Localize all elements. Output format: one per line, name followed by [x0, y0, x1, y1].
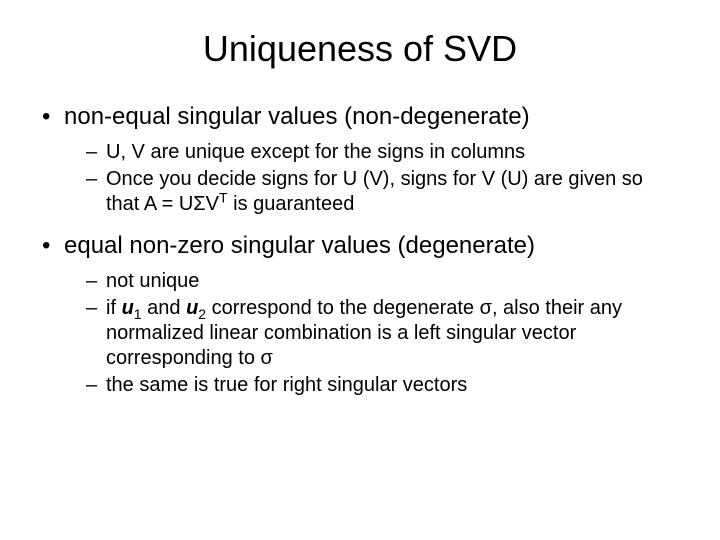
sub-bullet-unique: U, V are unique except for the signs in … — [42, 140, 678, 165]
sub-group-equal: not unique if u1 and u2 correspond to th… — [42, 269, 678, 398]
text-if: if — [106, 297, 122, 319]
superscript-t: T — [219, 189, 228, 205]
slide-content: non-equal singular values (non-degenerat… — [42, 102, 678, 398]
bullet-nonequal: non-equal singular values (non-degenerat… — [42, 102, 678, 132]
sub-bullet-notunique: not unique — [42, 269, 678, 294]
sub-bullet-signs: Once you decide signs for U (V), signs f… — [42, 167, 678, 217]
vector-u2: u — [186, 297, 198, 319]
bullet-equal: equal non-zero singular values (degenera… — [42, 231, 678, 261]
sub-bullet-right: the same is true for right singular vect… — [42, 373, 678, 398]
text-post: is guaranteed — [228, 193, 355, 215]
sub-1: 1 — [134, 306, 142, 322]
sub-bullet-degenerate: if u1 and u2 correspond to the degenerat… — [42, 296, 678, 371]
sub-2: 2 — [198, 306, 206, 322]
sub-group-nonequal: U, V are unique except for the signs in … — [42, 140, 678, 217]
slide-title: Uniqueness of SVD — [42, 28, 678, 70]
vector-u1: u — [122, 297, 134, 319]
text-and: and — [142, 297, 186, 319]
text-pre: Once you decide signs for U (V), signs f… — [106, 168, 643, 215]
